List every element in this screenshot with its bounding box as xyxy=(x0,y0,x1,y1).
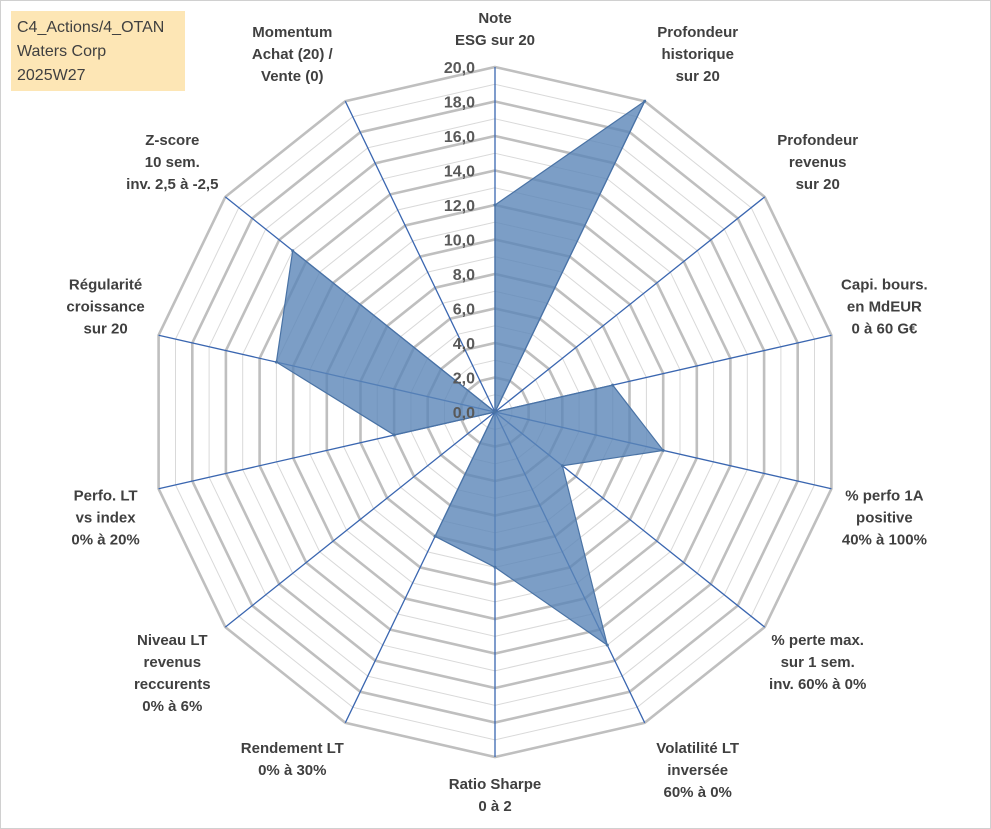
axis-label: Perfo. LT vs index 0% à 20% xyxy=(71,487,139,548)
radar-series xyxy=(274,99,665,647)
axis-label-line: 0% à 6% xyxy=(142,698,202,715)
axis-label-line: Perfo. LT xyxy=(74,487,138,504)
axis-label-line: historique xyxy=(661,46,734,63)
info-box: C4_Actions/4_OTAN Waters Corp 2025W27 xyxy=(11,11,185,91)
axis-label-line: positive xyxy=(856,509,913,526)
tick-label: 14,0 xyxy=(444,164,475,181)
axis-label-line: inv. 60% à 0% xyxy=(769,676,866,693)
data-point xyxy=(493,203,497,207)
axis-label: Niveau LT revenus reccurents 0% à 6% xyxy=(134,632,211,715)
axis-label-line: Profondeur xyxy=(657,24,738,41)
data-point xyxy=(605,643,609,647)
axis-spoke xyxy=(224,411,496,628)
axis-label-line: 60% à 0% xyxy=(664,784,732,801)
axis-label-line: Niveau LT xyxy=(137,632,208,649)
axis-label-line: revenus xyxy=(144,654,202,671)
axis-label-line: croissance xyxy=(66,299,144,316)
axis-label-line: 40% à 100% xyxy=(842,531,927,548)
tick-label: 0,0 xyxy=(453,405,475,422)
axis-label-line: sur 20 xyxy=(796,176,840,193)
axis-label-line: 0% à 20% xyxy=(71,531,139,548)
axis-label-line: 0 à 60 G€ xyxy=(851,321,918,338)
axis-label: Volatilité LT inversée 60% à 0% xyxy=(656,740,739,801)
axis-label-line: en MdEUR xyxy=(847,299,922,316)
axis-label: Profondeur revenus sur 20 xyxy=(777,132,858,193)
tick-label: 16,0 xyxy=(444,129,475,146)
tick-label: 20,0 xyxy=(444,60,475,77)
info-company: Waters Corp xyxy=(17,43,107,60)
axis-label-line: Profondeur xyxy=(777,132,858,149)
axis-label: Rendement LT 0% à 30% xyxy=(241,740,344,779)
tick-label: 8,0 xyxy=(453,267,475,284)
axis-label-line: reccurents xyxy=(134,676,211,693)
axis-label-line: vs index xyxy=(76,509,137,526)
axis-label-line: Vente (0) xyxy=(261,68,324,85)
axis-label-line: Note xyxy=(478,10,511,27)
tick-label: 4,0 xyxy=(453,336,475,353)
axis-label: Profondeur historique sur 20 xyxy=(657,24,738,85)
data-point xyxy=(392,433,396,437)
data-point xyxy=(493,565,497,569)
axis-label-line: Régularité xyxy=(69,277,142,294)
axis-label-line: Volatilité LT xyxy=(656,740,739,757)
axis-label: Régularité croissance sur 20 xyxy=(66,277,144,338)
axis-label-line: sur 20 xyxy=(83,321,127,338)
axis-label-line: % perte max. xyxy=(771,632,864,649)
axis-label-line: ESG sur 20 xyxy=(455,32,535,49)
axis-label-line: inversée xyxy=(667,762,728,779)
axis-label-line: 0% à 30% xyxy=(258,762,326,779)
tick-label: 10,0 xyxy=(444,233,475,250)
axis-labels: Note ESG sur 20 Profondeur historique sur 20… xyxy=(66,10,927,815)
tick-label: 6,0 xyxy=(453,302,475,319)
data-point xyxy=(493,410,497,414)
axis-label-line: % perfo 1A xyxy=(845,487,924,504)
axis-spoke xyxy=(344,100,496,413)
tick-label: 18,0 xyxy=(444,95,475,112)
axis-label-line: 0 à 2 xyxy=(478,798,511,815)
axis-label-line: inv. 2,5 à -2,5 xyxy=(126,176,218,193)
axis-label: Capi. bours. en MdEUR 0 à 60 G€ xyxy=(841,277,928,338)
data-point xyxy=(611,383,615,387)
axis-label-line: 10 sem. xyxy=(145,154,200,171)
axis-label: Note ESG sur 20 xyxy=(455,10,535,49)
axis-label: Momentum Achat (20) / Vente (0) xyxy=(252,24,334,85)
axis-label-line: Achat (20) / xyxy=(252,46,334,63)
radial-tick-labels: 0,0 2,0 4,0 6,0 8,0 10,0 12,0 14,0 16,0 18,0 20,0 xyxy=(444,60,475,422)
axis-label: Z-score 10 sem. inv. 2,5 à -2,5 xyxy=(126,132,218,193)
data-point xyxy=(291,249,295,253)
data-point xyxy=(661,448,665,452)
axis-label: % perfo 1A positive 40% à 100% xyxy=(842,487,927,548)
axis-label-line: Rendement LT xyxy=(241,740,344,757)
axis-label: Ratio Sharpe 0 à 2 xyxy=(449,776,542,815)
data-point xyxy=(433,534,437,538)
axis-label-line: Z-score xyxy=(145,132,199,149)
axis-label-line: Capi. bours. xyxy=(841,277,928,294)
axis-spoke xyxy=(494,196,766,413)
axis-label-line: Momentum xyxy=(252,24,332,41)
axis-label: % perte max. sur 1 sem. inv. 60% à 0% xyxy=(769,632,866,693)
axis-label-line: sur 20 xyxy=(676,68,720,85)
info-week: 2025W27 xyxy=(17,67,86,84)
data-point xyxy=(274,360,278,364)
axis-label-line: revenus xyxy=(789,154,847,171)
info-category: C4_Actions/4_OTAN xyxy=(17,19,165,36)
tick-label: 2,0 xyxy=(453,371,475,388)
data-point xyxy=(560,464,564,468)
tick-label: 12,0 xyxy=(444,198,475,215)
axis-label-line: Ratio Sharpe xyxy=(449,776,542,793)
data-point xyxy=(643,99,647,103)
axis-label-line: sur 1 sem. xyxy=(781,654,855,671)
